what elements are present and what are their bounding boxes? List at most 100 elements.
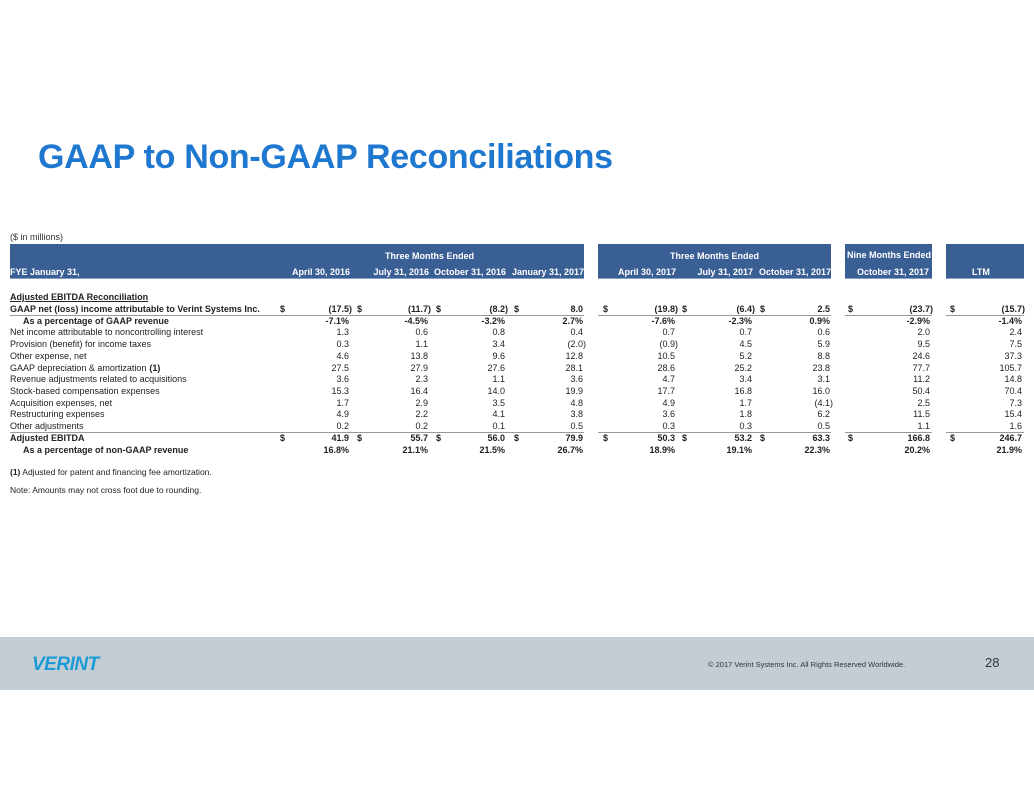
table-cell: -7.1% xyxy=(325,316,349,326)
table-cell: -2.3% xyxy=(728,316,752,326)
table-cell: 7.5 xyxy=(1009,339,1022,349)
table-cell: 16.4 xyxy=(410,386,428,396)
currency-symbol: $ xyxy=(280,304,286,314)
table-cell: 17.7 xyxy=(657,386,675,396)
table-cell: 1.1 xyxy=(917,421,930,431)
table-cell: 27.5 xyxy=(331,363,349,373)
currency-symbol: $ xyxy=(760,433,766,443)
units-label: ($ in millions) xyxy=(10,232,64,242)
table-cell: 16.8% xyxy=(323,445,349,455)
divider xyxy=(946,315,1024,316)
divider xyxy=(845,432,932,433)
table-cell: 3.6 xyxy=(336,374,349,384)
table-cell: 12.8 xyxy=(565,351,583,361)
table-cell: 0.9% xyxy=(809,316,830,326)
row-label: Revenue adjustments related to acquisiti… xyxy=(10,374,187,385)
row-label: As a percentage of non-GAAP revenue xyxy=(23,445,188,456)
row-label-text: Revenue adjustments related to acquisiti… xyxy=(10,374,187,384)
section-title: Adjusted EBITDA Reconciliation xyxy=(10,292,149,302)
table-cell: (0.9) xyxy=(659,339,678,349)
header-fye-label: FYE January 31, xyxy=(10,267,80,277)
table-cell: 19.1% xyxy=(726,445,752,455)
row-label-text: Adjusted EBITDA xyxy=(10,433,85,443)
header-bar-three-months-2016 xyxy=(10,244,584,279)
row-label-text: GAAP depreciation & amortization xyxy=(10,363,147,373)
table-cell: 41.9 xyxy=(331,433,349,443)
table-cell: 10.5 xyxy=(657,351,675,361)
table-cell: 7.3 xyxy=(1009,398,1022,408)
header-bar-ltm xyxy=(946,244,1024,279)
table-cell: 56.0 xyxy=(487,433,505,443)
table-cell: -7.6% xyxy=(651,316,675,326)
table-cell: 1.1 xyxy=(415,339,428,349)
currency-symbol: $ xyxy=(603,304,609,314)
table-cell: (6.4) xyxy=(736,304,755,314)
table-cell: 2.0 xyxy=(917,327,930,337)
table-cell: -1.4% xyxy=(998,316,1022,326)
table-cell: 1.1 xyxy=(492,374,505,384)
table-cell: 1.7 xyxy=(336,398,349,408)
row-label-text: Other adjustments xyxy=(10,421,84,431)
row-label-text: GAAP net (loss) income attributable to V… xyxy=(10,304,260,314)
table-cell: 2.9 xyxy=(415,398,428,408)
row-label: GAAP net (loss) income attributable to V… xyxy=(10,304,260,315)
currency-symbol: $ xyxy=(514,433,520,443)
column-header: October 31, 2017 xyxy=(758,267,831,277)
table-cell: 2.5 xyxy=(917,398,930,408)
table-cell: 15.3 xyxy=(331,386,349,396)
currency-symbol: $ xyxy=(514,304,520,314)
table-cell: 6.2 xyxy=(817,409,830,419)
table-cell: 0.6 xyxy=(817,327,830,337)
divider xyxy=(598,432,831,433)
row-label: As a percentage of GAAP revenue xyxy=(23,316,169,327)
row-label: Restructuring expenses xyxy=(10,409,105,420)
table-cell: 18.9% xyxy=(649,445,675,455)
table-cell: 50.3 xyxy=(657,433,675,443)
table-cell: 24.6 xyxy=(912,351,930,361)
table-cell: 27.6 xyxy=(487,363,505,373)
footnote-ref: (1) xyxy=(10,467,21,477)
row-label-text: Net income attributable to noncontrollin… xyxy=(10,327,204,337)
table-cell: 19.9 xyxy=(565,386,583,396)
table-cell: (4.1) xyxy=(814,398,833,408)
row-label-text: Other expense, net xyxy=(10,351,87,361)
table-cell: 55.7 xyxy=(410,433,428,443)
table-cell: 21.5% xyxy=(479,445,505,455)
row-label: Stock-based compensation expenses xyxy=(10,386,160,397)
table-cell: (17.5) xyxy=(328,304,352,314)
table-cell: 0.2 xyxy=(336,421,349,431)
column-header: April 30, 2017 xyxy=(617,267,676,277)
currency-symbol: $ xyxy=(682,304,688,314)
table-cell: 26.7% xyxy=(557,445,583,455)
currency-symbol: $ xyxy=(436,304,442,314)
table-cell: 1.3 xyxy=(336,327,349,337)
row-label: Other expense, net xyxy=(10,351,87,362)
table-cell: 1.6 xyxy=(1009,421,1022,431)
currency-symbol: $ xyxy=(357,433,363,443)
table-cell: 105.7 xyxy=(999,363,1022,373)
table-cell: 5.9 xyxy=(817,339,830,349)
table-cell: (2.0) xyxy=(567,339,586,349)
divider xyxy=(10,432,584,433)
table-cell: 8.0 xyxy=(570,304,583,314)
header-group-three-months-2: Three Months Ended xyxy=(670,251,760,261)
table-cell: 3.4 xyxy=(492,339,505,349)
header-bar-three-months-2017 xyxy=(598,244,831,279)
table-cell: 15.4 xyxy=(1004,409,1022,419)
table-cell: 27.9 xyxy=(410,363,428,373)
table-cell: (23.7) xyxy=(909,304,933,314)
table-cell: 0.1 xyxy=(492,421,505,431)
table-cell: 4.9 xyxy=(662,398,675,408)
column-header: January 31, 2017 xyxy=(511,267,584,277)
table-cell: 2.2 xyxy=(415,409,428,419)
table-cell: 53.2 xyxy=(734,433,752,443)
table-cell: 28.1 xyxy=(565,363,583,373)
page-title: GAAP to Non-GAAP Reconciliations xyxy=(38,138,613,176)
divider xyxy=(946,432,1024,433)
table-cell: -4.5% xyxy=(404,316,428,326)
table-cell: 0.8 xyxy=(492,327,505,337)
table-cell: (19.8) xyxy=(654,304,678,314)
row-label-text: Acquisition expenses, net xyxy=(10,398,113,408)
row-label-text: As a percentage of GAAP revenue xyxy=(23,316,169,326)
table-cell: 14.8 xyxy=(1004,374,1022,384)
